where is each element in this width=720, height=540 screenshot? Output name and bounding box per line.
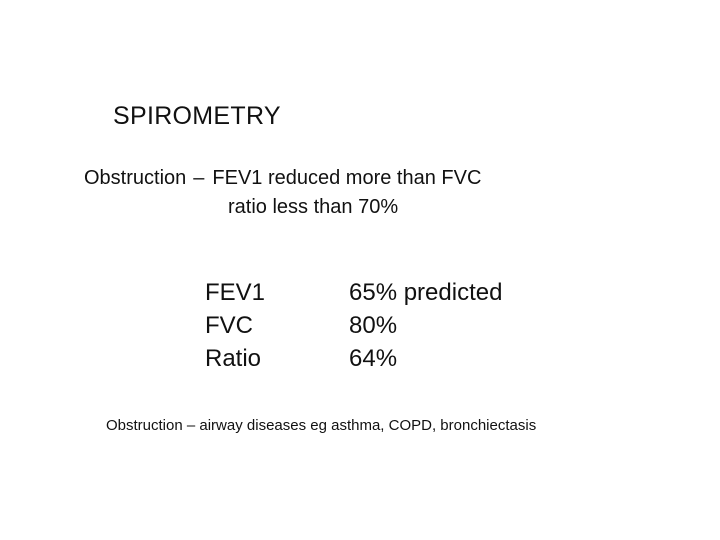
definition-line-1: FEV1 reduced more than FVC bbox=[212, 167, 482, 189]
measure-row-ratio: Ratio 64% bbox=[205, 342, 535, 375]
definition-term: Obstruction bbox=[84, 167, 187, 189]
definition-dash: – bbox=[193, 167, 205, 189]
obstruction-definition: Obstruction – FEV1 reduced more than FVC bbox=[84, 164, 481, 193]
measure-value: 80% bbox=[349, 312, 398, 339]
measure-label: FVC bbox=[205, 312, 253, 339]
measure-label: Ratio bbox=[205, 345, 262, 372]
obstruction-note: Obstruction – airway diseases eg asthma,… bbox=[106, 417, 537, 434]
measure-label: FEV1 bbox=[205, 279, 266, 306]
definition-line-2: ratio less than 70% bbox=[228, 196, 399, 218]
measure-value: 64% bbox=[349, 345, 398, 372]
measure-row-fev1: FEV1 65% predicted bbox=[205, 276, 535, 309]
slide-title: SPIROMETRY bbox=[113, 102, 281, 130]
spirometry-values: FEV1 65% predicted FVC 80% Ratio 64% bbox=[205, 276, 535, 375]
measure-value: 65% predicted bbox=[349, 279, 503, 306]
measure-row-fvc: FVC 80% bbox=[205, 309, 535, 342]
